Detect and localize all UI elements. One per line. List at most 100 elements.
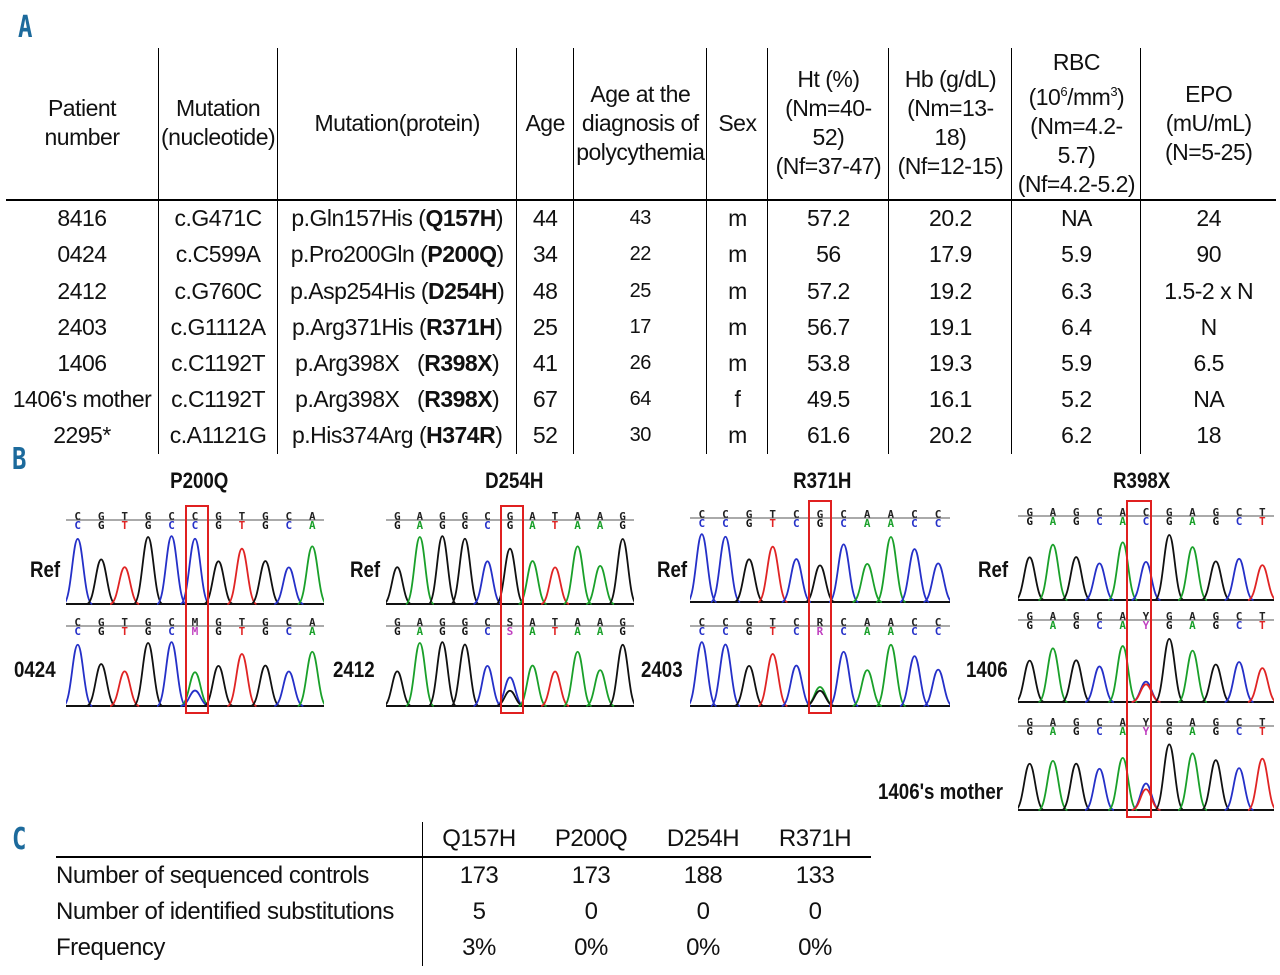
base-call: G	[393, 510, 401, 523]
chromatogram-peak	[1224, 661, 1254, 703]
base-call: C	[1142, 506, 1150, 519]
base-call-colored: T	[1258, 515, 1266, 528]
base-call: G	[745, 616, 753, 629]
cell-ht: 53.8	[767, 345, 889, 382]
base-call-colored: A	[529, 519, 536, 532]
base-call: G	[393, 616, 401, 629]
cell-value: 133	[795, 862, 835, 889]
base-call: T	[1258, 506, 1266, 519]
base-call: C	[934, 508, 942, 521]
base-call-colored: R	[816, 625, 824, 638]
base-call: A	[1119, 716, 1126, 729]
base-call-colored: C	[1235, 515, 1243, 528]
chromatogram-peak	[86, 558, 117, 605]
cell-value: 0	[696, 898, 710, 925]
chromatogram-peak	[899, 548, 930, 603]
cell-nt: c.C1192T	[157, 381, 278, 418]
chromatogram-peak	[1018, 762, 1045, 811]
header-p200q: P200Q	[535, 822, 647, 858]
cell-nt: c.G760C	[157, 273, 278, 310]
chromatogram-peak	[132, 536, 164, 605]
header-q157h: Q157H	[422, 822, 535, 858]
base-call-colored: C	[911, 625, 918, 638]
chromatogram-peak	[540, 566, 570, 605]
chromatogram-peak	[109, 670, 140, 707]
cell-patient: 0424	[57, 241, 107, 268]
chromatogram-peak	[1247, 564, 1274, 601]
chromatogram-peak	[1018, 556, 1045, 601]
base-call: C	[285, 510, 293, 523]
chromatogram-peak	[757, 653, 788, 707]
cell-hb: 19.3	[888, 345, 1012, 382]
chromatogram-peak	[1084, 767, 1115, 811]
cell-ht: 56	[767, 236, 889, 274]
base-call: A	[416, 616, 424, 629]
label-ref-p200q: Ref	[30, 557, 61, 582]
base-call-colored: G	[393, 519, 401, 532]
base-call: G	[506, 510, 514, 523]
base-call: A	[863, 508, 871, 521]
base-call: G	[1072, 610, 1080, 623]
table-row: 2412 c.G760C p.Asp254His (D254H) 48 25 m 57.2 1…	[6, 273, 1276, 310]
panel-letter-a: A	[18, 10, 33, 45]
base-call: C	[722, 508, 729, 521]
chromatogram-peak	[472, 560, 502, 605]
base-call-colored: G	[1072, 515, 1080, 528]
chromatogram-peak	[1037, 647, 1069, 703]
row-label: Number of identified substitutions	[56, 898, 394, 925]
cell-ht: 61.6	[767, 417, 889, 454]
base-call-colored: C	[911, 517, 918, 530]
cell-epo: NA	[1140, 381, 1276, 418]
base-call-colored: T	[238, 625, 246, 638]
chromatogram-peak	[156, 641, 187, 707]
base-call-colored: G	[461, 625, 469, 638]
base-call: C	[698, 508, 706, 521]
chromatogram-peak	[1131, 788, 1161, 811]
chromatogram-peak	[226, 653, 257, 707]
base-call-colored: C	[934, 625, 942, 638]
base-call-colored: G	[262, 625, 269, 638]
base-call-colored: T	[769, 517, 776, 530]
chromatogram-peak	[781, 664, 812, 707]
chromatogram-peak	[156, 535, 187, 605]
base-call-colored: A	[1119, 515, 1126, 528]
base-call: A	[529, 616, 536, 629]
base-call: A	[529, 510, 536, 523]
base-call: G	[619, 616, 626, 629]
header-r371h: R371H	[759, 822, 871, 858]
cell-rbc: 5.9	[1011, 345, 1141, 382]
cell-age: 67	[516, 381, 574, 418]
base-call: G	[439, 616, 446, 629]
base-call-colored: A	[1189, 515, 1196, 528]
base-call-colored: G	[439, 519, 446, 532]
cell-sex: m	[706, 236, 768, 274]
cell-rbc: NA	[1011, 199, 1141, 237]
cell-age-dx: 26	[573, 345, 707, 382]
chromatogram-peak	[1018, 659, 1045, 703]
cell-rbc: 5.9	[1011, 236, 1141, 274]
base-call: A	[1189, 610, 1196, 623]
base-call-colored: G	[144, 519, 152, 532]
base-call: A	[596, 616, 604, 629]
mutation-highlight-box-r398x	[1126, 500, 1152, 818]
base-call: G	[461, 616, 469, 629]
table-row: 1406's mother c.C1192T p.Arg398X (R398X) 67…	[6, 381, 1276, 418]
base-call: C	[840, 508, 847, 521]
base-call-colored: C	[1142, 515, 1150, 528]
cell-value: 0	[808, 898, 822, 925]
chromatogram-peak	[540, 670, 570, 707]
chromatogram-peak	[203, 560, 234, 605]
header-mutation-protein: Mutation(protein)	[277, 48, 517, 201]
cell-age: 34	[516, 236, 574, 274]
base-call-colored: C	[484, 625, 491, 638]
chromatogram-peak	[427, 535, 458, 605]
